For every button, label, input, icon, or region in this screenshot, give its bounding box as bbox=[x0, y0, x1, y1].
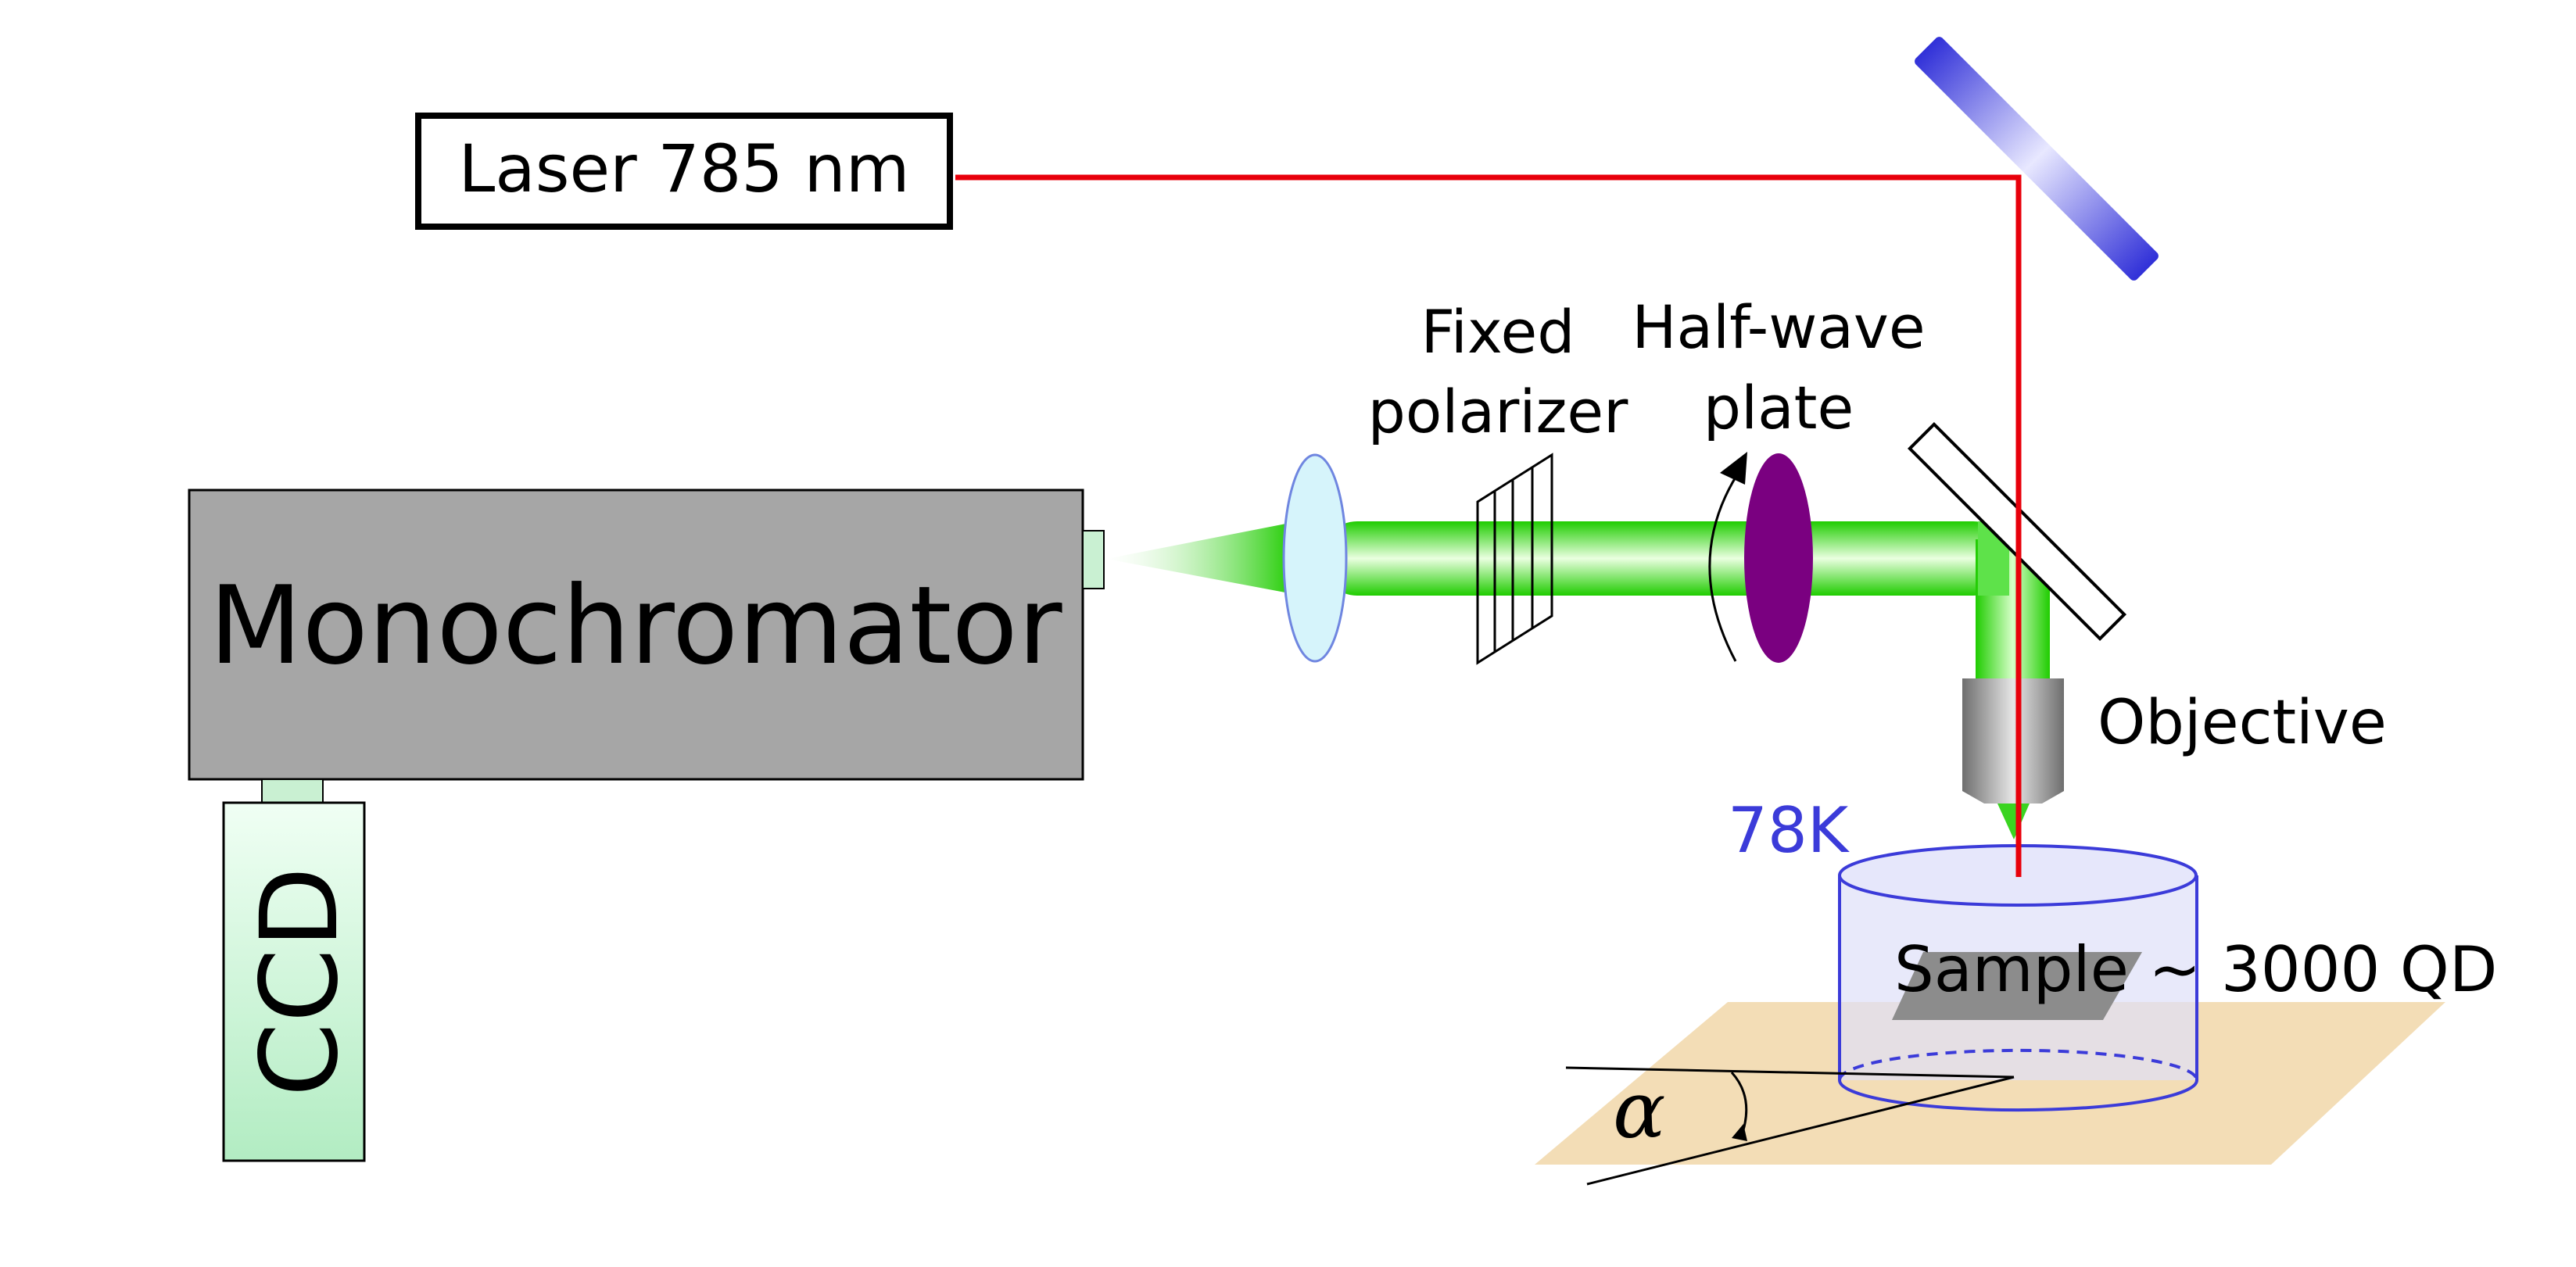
monochromator-box bbox=[188, 489, 1084, 781]
signal-beam-horizontal bbox=[1321, 521, 2009, 596]
half-wave-plate-label-line2: plate bbox=[1704, 373, 1854, 442]
ccd-box bbox=[222, 801, 366, 1162]
fixed-polarizer-label-line2: polarizer bbox=[1368, 377, 1628, 446]
temperature-label: 78K bbox=[1728, 794, 1850, 867]
sample-label: Sample ~ 3000 QD bbox=[1894, 933, 2497, 1006]
collection-lens bbox=[1282, 453, 1348, 663]
fixed-polarizer-label-line1: Fixed bbox=[1421, 297, 1575, 367]
objective-lens bbox=[1962, 678, 2064, 839]
fixed-polarizer bbox=[1476, 453, 1553, 665]
monochromator-label: Monochromator bbox=[209, 563, 1062, 689]
signal-cone bbox=[1106, 522, 1294, 594]
monochromator-slit bbox=[1082, 530, 1105, 589]
half-wave-plate-label-line1: Half-wave bbox=[1632, 292, 1925, 362]
objective-label: Objective bbox=[2098, 688, 2387, 758]
angle-label: α bbox=[1613, 1065, 1666, 1156]
half-wave-plate bbox=[1708, 452, 1813, 663]
laser-label: Laser 785 nm bbox=[458, 131, 909, 207]
laser-box bbox=[415, 113, 953, 230]
angle-indicator bbox=[1565, 1066, 2015, 1186]
ccd-label: CCD bbox=[238, 867, 362, 1097]
top-mirror bbox=[1915, 37, 2159, 281]
laser-beam bbox=[955, 174, 2022, 877]
ccd-connector bbox=[261, 778, 324, 804]
sample-chip bbox=[1892, 952, 2142, 1020]
